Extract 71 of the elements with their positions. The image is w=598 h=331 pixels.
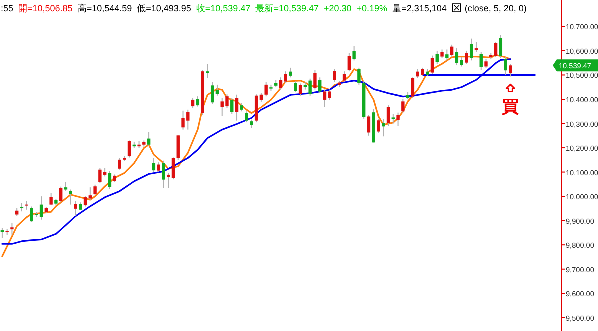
candlestick (279, 77, 283, 90)
candlestick (358, 67, 361, 86)
candlestick (509, 64, 512, 78)
candlestick (216, 84, 220, 96)
annotation: (close, 5, 20, 0) (464, 4, 527, 14)
candlestick (64, 182, 68, 192)
annotation: 買 (501, 98, 520, 117)
candlestick (147, 132, 151, 148)
candlestick (157, 162, 160, 173)
candlestick (352, 46, 356, 62)
annotation: 最新=10,539.47 (256, 4, 319, 14)
candlestick (264, 82, 268, 98)
candlestick (172, 157, 176, 180)
annotation: 量=2,315,104 (392, 4, 447, 14)
candlestick (446, 49, 449, 62)
candlestick (470, 38, 474, 62)
candlestick (377, 118, 380, 134)
annotation: 低=10,493.95 (137, 4, 192, 14)
candlestick (402, 98, 405, 114)
candlestick (494, 42, 498, 58)
candlestick (235, 94, 239, 122)
candlestick (333, 68, 336, 84)
candlestick (245, 111, 248, 124)
candlestick (318, 77, 322, 94)
candlestick (328, 89, 332, 100)
candlestick (284, 71, 288, 84)
candlestick (196, 96, 200, 108)
candlestick (430, 55, 434, 75)
candlestick (128, 140, 132, 158)
annotation: 高=10,544.59 (78, 4, 132, 14)
candlestick (436, 50, 439, 65)
candlestick (342, 71, 346, 84)
annotation: 收=10,539.47 (196, 4, 251, 14)
candlestick (176, 135, 180, 161)
candlestick (396, 112, 400, 127)
candlestick (206, 64, 210, 79)
candlestick (74, 200, 78, 217)
candlestick (118, 158, 122, 170)
candlestick (108, 170, 112, 190)
candlestick (294, 80, 298, 93)
candlestick (474, 42, 478, 53)
candlestick (450, 44, 454, 58)
annotation: :55 (1, 4, 14, 14)
candlestick (386, 105, 390, 127)
candlestick (314, 70, 317, 90)
candlestick (94, 184, 97, 196)
candlestick (230, 98, 234, 115)
candlestick (84, 196, 88, 208)
candlestick (504, 56, 508, 76)
candlestick (59, 186, 63, 204)
annotation: +0.19% (356, 4, 388, 14)
candlestick (323, 89, 327, 108)
candlestick (499, 34, 503, 59)
candlestick (465, 50, 468, 65)
candlestick (152, 158, 156, 173)
candlestick (298, 83, 302, 96)
candlestick (480, 52, 483, 71)
candlestick (367, 114, 371, 136)
candlestick (50, 192, 53, 206)
candlestick (88, 187, 92, 200)
candlestick (191, 98, 195, 108)
candlestick (411, 77, 415, 99)
candlestick (348, 52, 352, 72)
candlestick (0, 228, 4, 239)
annotation: +20.30 (324, 4, 352, 14)
candlestick (162, 160, 166, 189)
candlestick (392, 114, 395, 124)
candlestick (289, 67, 292, 78)
candlestick (210, 82, 214, 105)
candlestick (10, 222, 14, 236)
annotation: 開=10,506.85 (18, 4, 73, 14)
